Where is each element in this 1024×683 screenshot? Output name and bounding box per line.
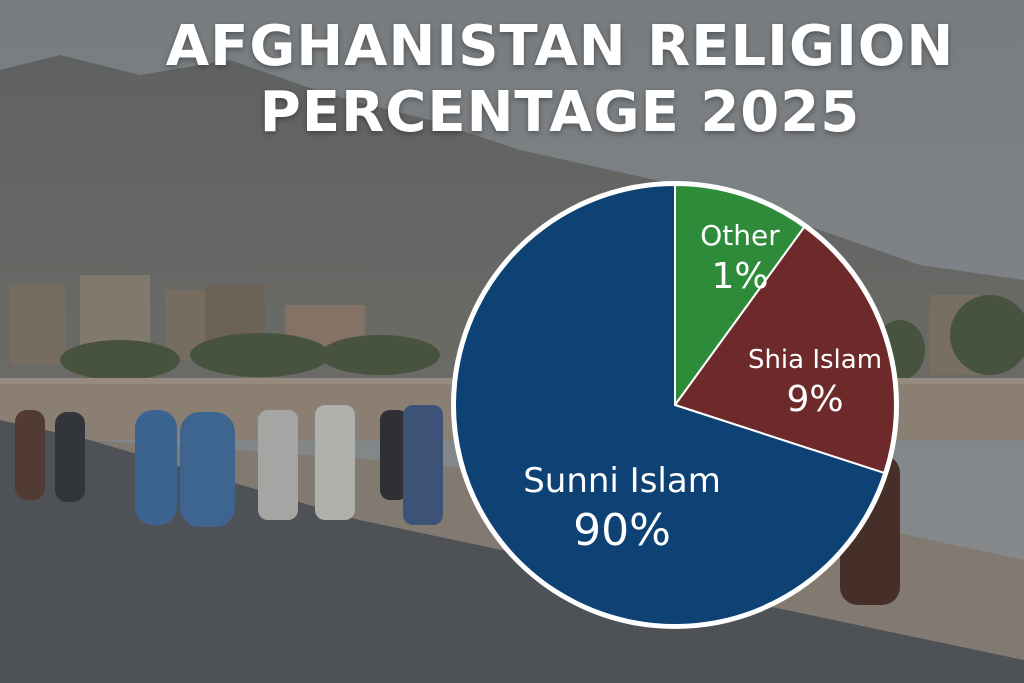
slice-value-shia-islam: 9%	[786, 379, 843, 420]
road	[0, 420, 1024, 683]
slice-value-sunni-islam: 90%	[573, 505, 671, 556]
pie-slice-sunni-islam	[454, 183, 886, 626]
slice-label-sunni-islam: Sunni Islam	[523, 461, 721, 501]
pie-slice-other	[674, 183, 806, 409]
pie-slice-shia-islam	[673, 225, 896, 475]
slice-label-other: Other	[700, 219, 780, 252]
slice-label-shia-islam: Shia Islam	[748, 345, 882, 375]
title-line-2: PERCENTAGE 2025	[259, 80, 861, 145]
chart-title: AFGHANISTAN RELIGION PERCENTAGE 2025	[0, 14, 1024, 146]
slice-value-other: 1%	[711, 256, 768, 297]
title-line-1: AFGHANISTAN RELIGION	[165, 14, 955, 79]
